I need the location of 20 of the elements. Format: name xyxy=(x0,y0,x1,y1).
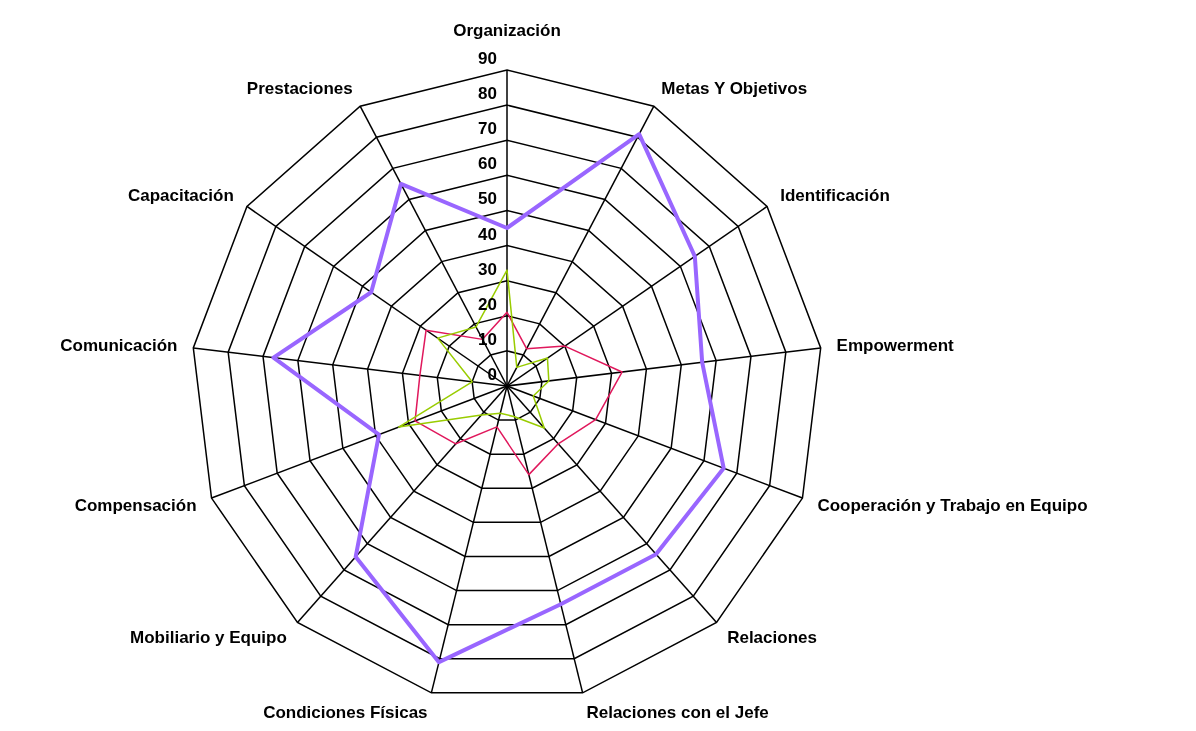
spoke-label: Mobiliario y Equipo xyxy=(130,628,287,647)
y-tick-label: 30 xyxy=(478,259,497,279)
spoke-label: Relaciones xyxy=(727,628,817,647)
spoke-label: Prestaciones xyxy=(246,78,353,98)
spoke-label: Metas Y Objetivos xyxy=(661,78,808,98)
y-tick-label: 60 xyxy=(478,154,497,174)
y-tick-label: 80 xyxy=(478,84,497,104)
spoke-label: Empowerment xyxy=(836,336,955,355)
spoke-label: Cooperación y Trabajo en Equipo xyxy=(817,495,1088,515)
spoke-label: Comunicación xyxy=(60,336,178,355)
y-tick-label: 50 xyxy=(478,189,497,209)
spoke-label: Identificación xyxy=(780,185,890,205)
spoke-label: Relaciones con el Jefe xyxy=(586,702,769,722)
spoke-label: Compensación xyxy=(74,495,197,515)
spoke-label: Capacitación xyxy=(127,185,234,205)
y-tick-label: 90 xyxy=(478,49,497,68)
spoke-label: Condiciones Físicas xyxy=(263,702,428,722)
spoke-label: Organización xyxy=(453,20,561,40)
y-tick-label: 40 xyxy=(478,224,497,244)
y-tick-label: 70 xyxy=(478,119,497,139)
